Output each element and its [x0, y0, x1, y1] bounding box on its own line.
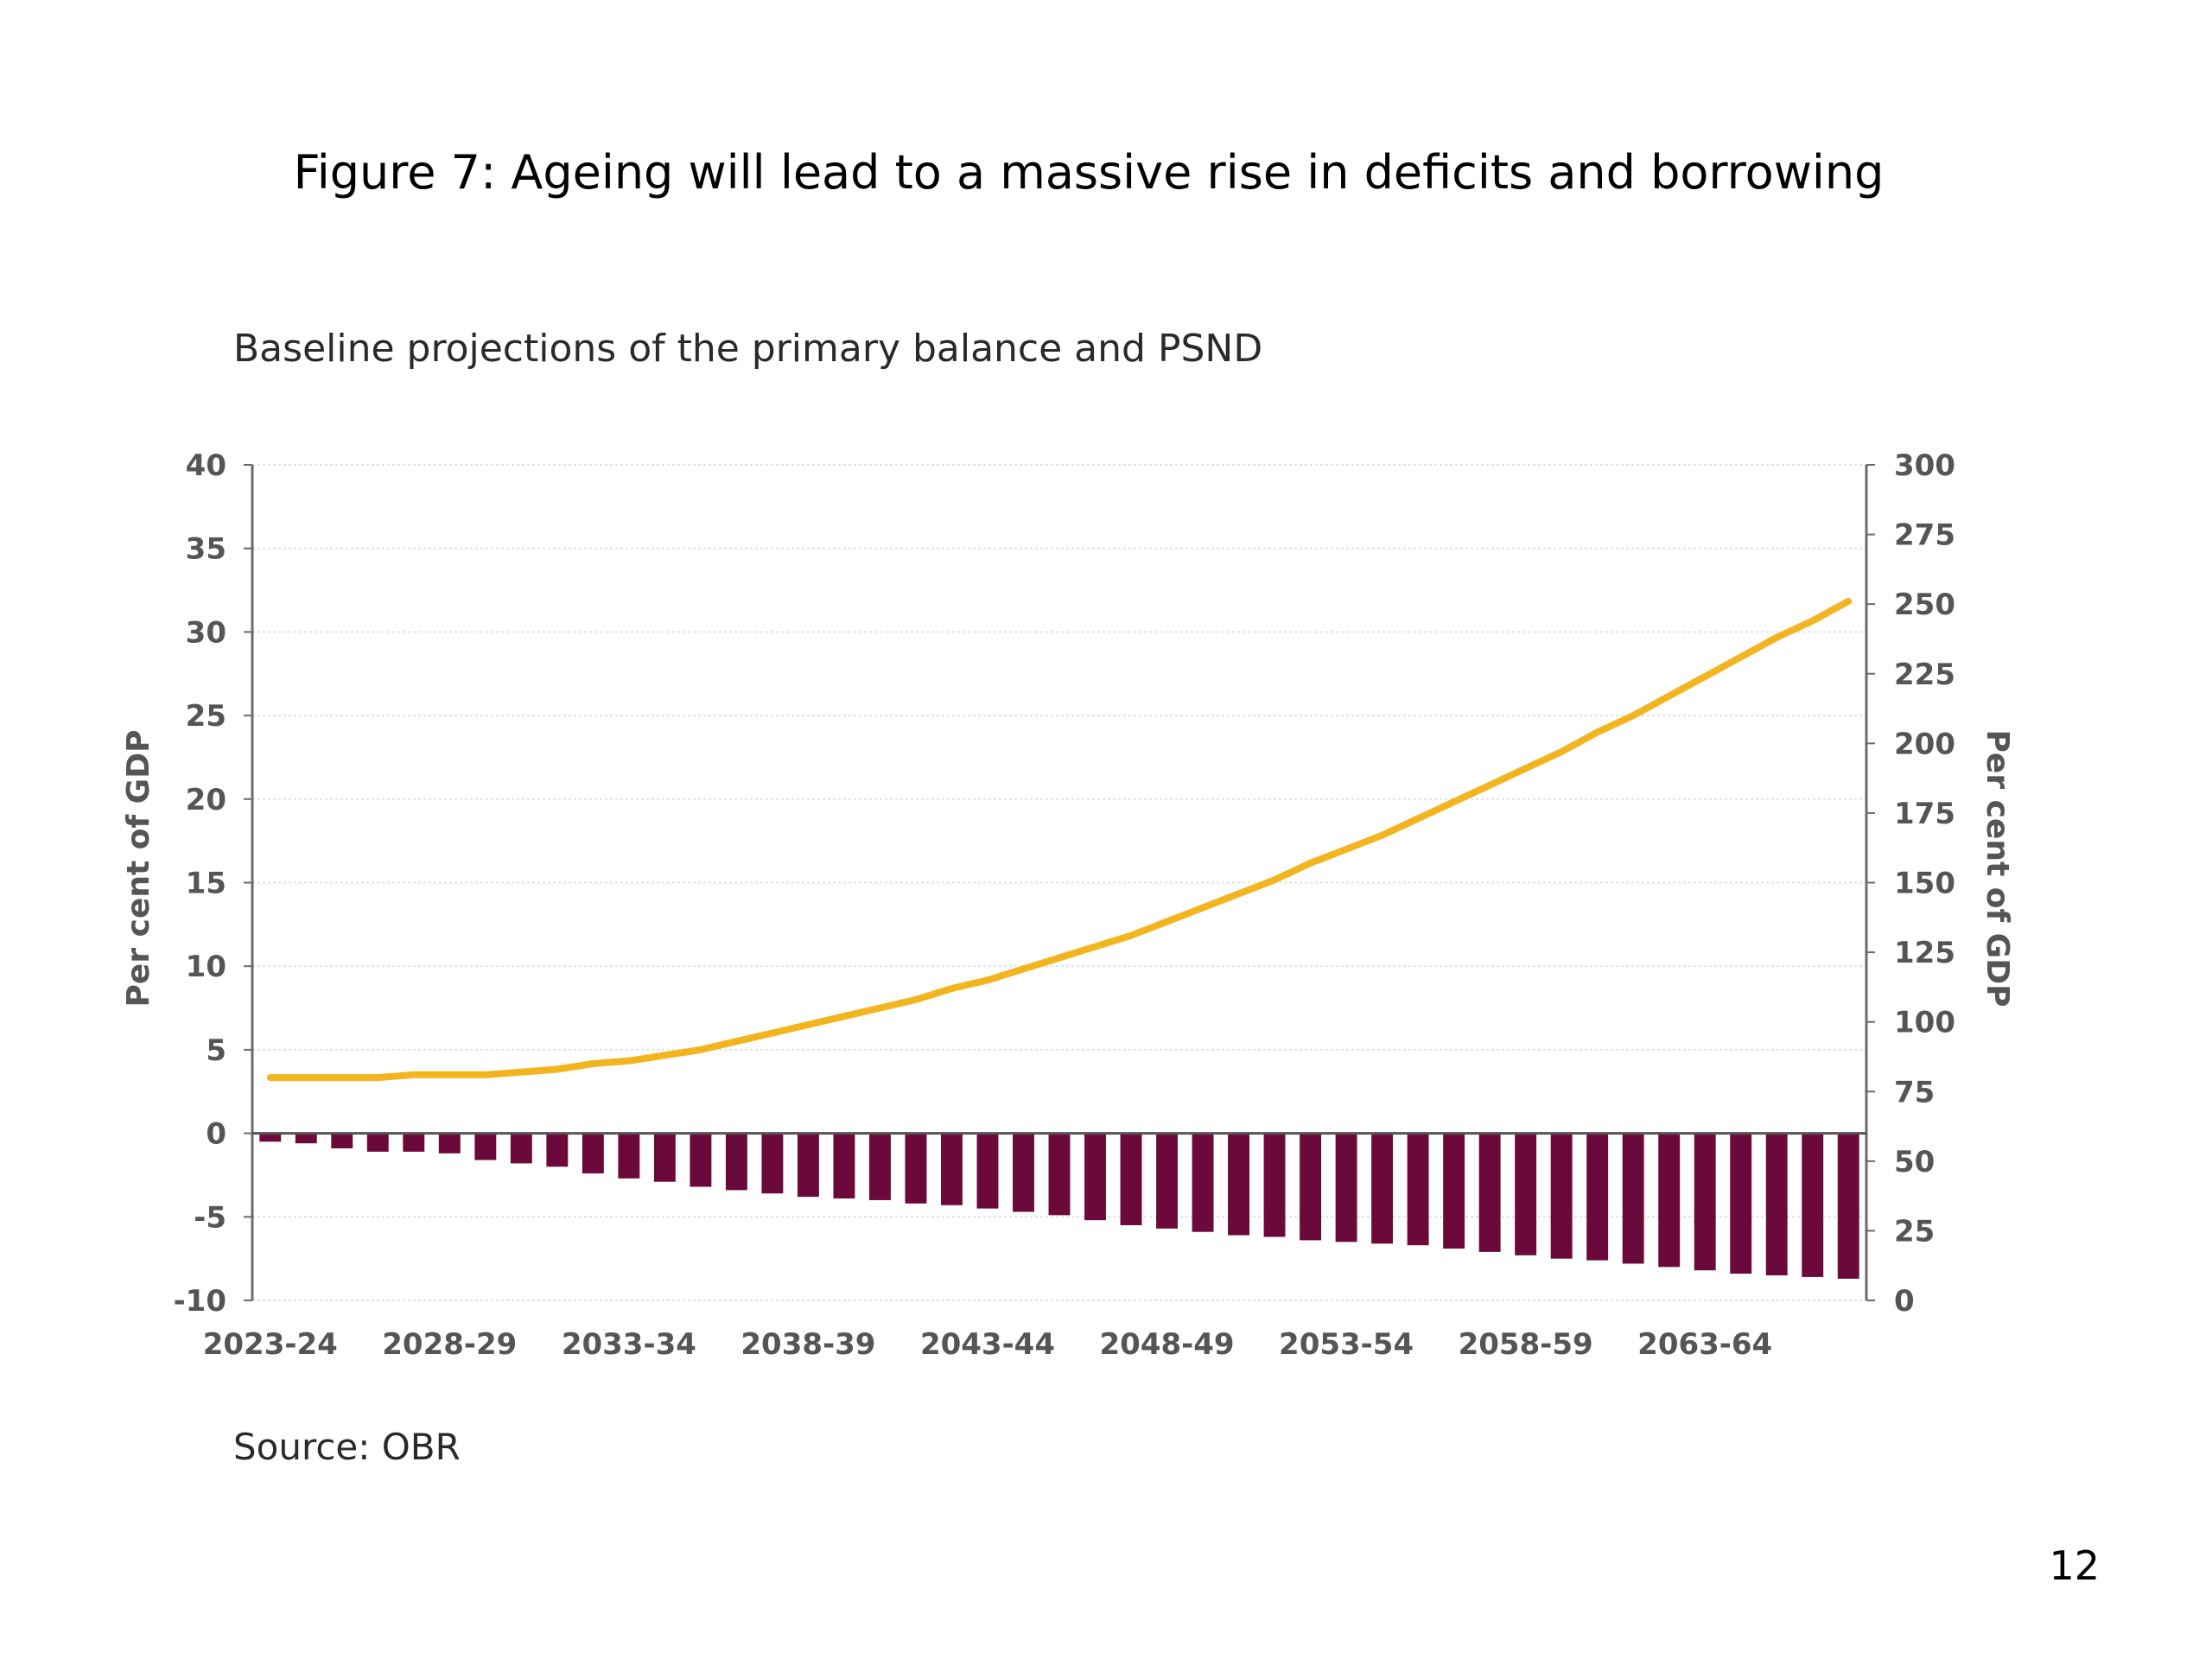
- bar: [1048, 1133, 1071, 1216]
- bar: [1443, 1133, 1465, 1249]
- left-tick-label: 40: [186, 448, 226, 483]
- left-tick-label: -10: [174, 1284, 226, 1319]
- bar: [1407, 1133, 1429, 1246]
- bar: [761, 1133, 784, 1194]
- bar: [474, 1133, 497, 1160]
- bar: [1263, 1133, 1286, 1237]
- page-number: 12: [2049, 1542, 2100, 1589]
- left-tick-label: 20: [186, 783, 226, 817]
- bar: [1837, 1133, 1859, 1279]
- bar: [1802, 1133, 1824, 1277]
- left-tick-label: 15: [186, 867, 226, 901]
- bar: [797, 1133, 819, 1198]
- right-tick-label: 150: [1894, 867, 1955, 901]
- right-tick-label: 25: [1894, 1214, 1935, 1249]
- bar: [690, 1133, 712, 1187]
- right-tick-label: 175: [1894, 797, 1955, 831]
- bar: [1013, 1133, 1034, 1212]
- bar: [1335, 1133, 1357, 1243]
- bar: [1658, 1133, 1681, 1268]
- bar: [366, 1133, 389, 1152]
- bar: [653, 1133, 676, 1182]
- chart-title: Baseline projections of the primary bala…: [233, 327, 1263, 371]
- bar: [1120, 1133, 1142, 1225]
- bar: [941, 1133, 963, 1205]
- right-tick-label: 300: [1894, 448, 1955, 483]
- bar: [438, 1133, 461, 1154]
- x-tick-label: 2063-64: [1637, 1327, 1772, 1362]
- x-axis-ticks: 2023-24 2028-29 2033-34 2038-39 2043-44 2048-…: [203, 1327, 1773, 1362]
- x-tick-label: 2048-49: [1100, 1327, 1235, 1362]
- x-tick-label: 2028-29: [382, 1327, 517, 1362]
- left-tick-label: -5: [194, 1200, 226, 1235]
- bar: [546, 1133, 569, 1167]
- bar: [1300, 1133, 1322, 1241]
- bar: [1550, 1133, 1573, 1259]
- right-axis-ticks: 0 25 50 75 100 125 150 175 200 225 250 275 300: [1866, 448, 1955, 1319]
- bar: [1515, 1133, 1537, 1255]
- bar: [618, 1133, 640, 1179]
- left-tick-label: 25: [186, 699, 226, 734]
- right-tick-label: 100: [1894, 1006, 1955, 1040]
- x-tick-label: 2043-44: [920, 1327, 1055, 1362]
- bar: [1586, 1133, 1609, 1261]
- source-note: Source: OBR: [233, 1426, 461, 1468]
- left-tick-label: 5: [206, 1033, 226, 1068]
- bar: [1694, 1133, 1716, 1271]
- bar: [331, 1133, 353, 1149]
- bar: [1192, 1133, 1214, 1232]
- bar: [833, 1133, 855, 1199]
- left-tick-label: 10: [186, 950, 226, 984]
- right-tick-label: 0: [1894, 1284, 1915, 1319]
- bar: [1765, 1133, 1788, 1275]
- x-tick-label: 2058-59: [1459, 1327, 1593, 1362]
- bar: [976, 1133, 999, 1209]
- x-tick-label: 2023-24: [203, 1327, 338, 1362]
- left-tick-label: 0: [206, 1117, 226, 1152]
- bar: [1730, 1133, 1752, 1274]
- bar-series: [259, 1133, 1859, 1279]
- left-axis-title: Per cent of GDP: [121, 730, 156, 1007]
- bar: [259, 1133, 282, 1142]
- left-axis-ticks: -10 -5 0 5 10 15 20 25 30 35 40: [174, 448, 252, 1319]
- bar: [1156, 1133, 1178, 1229]
- bar: [510, 1133, 532, 1164]
- right-tick-label: 50: [1894, 1145, 1935, 1179]
- bar: [868, 1133, 891, 1200]
- bar: [1478, 1133, 1501, 1252]
- bar: [1228, 1133, 1250, 1236]
- x-tick-label: 2038-39: [741, 1327, 875, 1362]
- bar: [295, 1133, 317, 1144]
- bar: [1084, 1133, 1106, 1221]
- bar: [725, 1133, 747, 1191]
- left-tick-label: 30: [186, 615, 226, 650]
- right-axis-title: Per cent of GDP: [1980, 730, 2015, 1007]
- bar: [1622, 1133, 1644, 1264]
- right-tick-label: 125: [1894, 936, 1955, 970]
- bar: [905, 1133, 927, 1204]
- x-tick-label: 2053-54: [1279, 1327, 1414, 1362]
- right-tick-label: 250: [1894, 588, 1955, 622]
- bar: [1371, 1133, 1394, 1244]
- bar: [403, 1133, 425, 1152]
- figure-title: Figure 7: Ageing will lead to a massive …: [293, 145, 1885, 200]
- right-tick-label: 200: [1894, 727, 1955, 761]
- right-tick-label: 275: [1894, 518, 1955, 553]
- line-series: [266, 597, 1853, 1082]
- right-tick-label: 225: [1894, 658, 1955, 692]
- x-tick-label: 2033-34: [562, 1327, 696, 1362]
- right-tick-label: 75: [1894, 1075, 1935, 1109]
- bar: [582, 1133, 604, 1174]
- left-tick-label: 35: [186, 532, 226, 567]
